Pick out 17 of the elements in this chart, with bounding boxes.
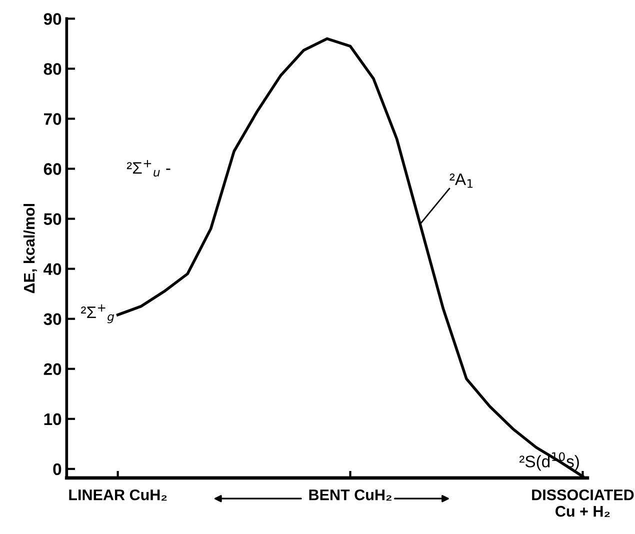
x-tick-label: DISSOCIATED Cu + H₂ xyxy=(532,489,634,518)
y-axis-title: ΔE, kcal/mol xyxy=(23,204,37,294)
y-tick-label: 10 xyxy=(44,413,62,426)
y-tick-label: 30 xyxy=(44,313,62,326)
y-tick-label: 80 xyxy=(44,63,62,75)
y-tick-label: 50 xyxy=(44,213,62,225)
y-tick-label: 20 xyxy=(44,363,62,376)
y-tick-label: 60 xyxy=(44,163,62,175)
y-tick-label: 90 xyxy=(44,13,62,25)
annotation: ²A$_{1}$ xyxy=(450,173,473,188)
y-tick-label: 70 xyxy=(44,113,62,125)
y-tick-label: 0 xyxy=(53,463,62,476)
annotation: ²Σ$^{+}$$_{u}$ - xyxy=(126,160,170,177)
y-tick-label: 40 xyxy=(44,263,62,276)
x-tick-label: LINEAR CuH₂ xyxy=(69,489,167,501)
annotation: ²Σ$^{+}$$_{g}$ xyxy=(81,304,114,324)
x-tick-label: BENT CuH₂ xyxy=(309,489,392,501)
